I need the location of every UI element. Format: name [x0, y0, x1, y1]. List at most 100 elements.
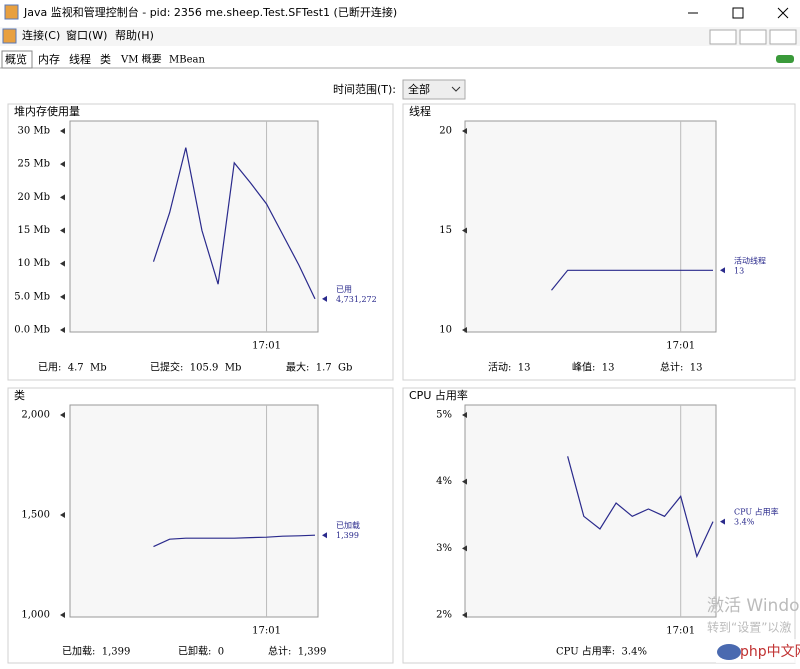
- legend-name: 已用: [336, 285, 352, 294]
- chart-title: 堆内存使用量: [14, 104, 80, 118]
- y-tick: [60, 260, 65, 267]
- tab-active[interactable]: [1, 50, 33, 69]
- inner-close[interactable]: [769, 29, 797, 45]
- legend-value: 13: [734, 266, 744, 275]
- y-tick: [60, 512, 65, 518]
- logo-mark: [717, 644, 741, 660]
- y-tick: [60, 612, 65, 618]
- y-tick: [60, 293, 65, 300]
- chart-title: 类: [14, 388, 25, 402]
- x-tick-label: 17:01: [252, 341, 281, 352]
- footer-stat: 活动: 13: [488, 362, 530, 374]
- y-tick-label: 1,500: [21, 510, 50, 521]
- legend-arrow: [322, 295, 327, 302]
- legend-value: 4,731,272: [336, 295, 377, 304]
- x-tick-label: 17:01: [666, 341, 695, 352]
- y-tick-label: 25 Mb: [17, 159, 50, 170]
- legend-name: 活动线程: [734, 255, 766, 265]
- series-line: [551, 269, 713, 291]
- legend-arrow: [720, 518, 725, 525]
- inner-minimize[interactable]: [709, 29, 737, 45]
- footer-stat: 已加载: 1,399: [62, 646, 130, 658]
- panel: [402, 103, 796, 381]
- footer-stat: 最大: 1.7 Gb: [286, 361, 352, 374]
- tab[interactable]: 概览: [5, 52, 27, 66]
- y-tick: [60, 327, 65, 333]
- panel: [7, 103, 394, 381]
- footer-stat: 已卸载: 0: [178, 645, 224, 658]
- legend-name: CPU 占用率: [734, 507, 779, 517]
- y-tick: [60, 128, 65, 134]
- y-tick-label: 15: [439, 225, 452, 236]
- connection-icon: [776, 55, 794, 63]
- y-tick-label: 30 Mb: [17, 126, 50, 137]
- menu-item[interactable]: 帮助(H): [115, 28, 154, 42]
- y-tick-label: 2,000: [21, 410, 50, 421]
- legend-value: 1,399: [336, 531, 359, 540]
- legend-arrow: [322, 532, 327, 539]
- chart-title: 线程: [409, 104, 431, 118]
- y-tick-label: 4%: [436, 476, 452, 487]
- inner-restore[interactable]: [739, 29, 767, 45]
- chart-title: CPU 占用率: [409, 388, 468, 402]
- y-tick-label: 2%: [436, 610, 452, 621]
- y-tick-label: 1,000: [21, 610, 50, 621]
- watermark: 激活 Windo: [707, 596, 800, 616]
- y-tick: [60, 227, 65, 234]
- tab[interactable]: 线程: [69, 52, 91, 66]
- y-tick: [462, 545, 467, 552]
- panel: [7, 387, 394, 664]
- y-tick: [60, 412, 65, 418]
- y-tick: [462, 612, 467, 618]
- y-tick: [60, 161, 65, 168]
- footer-stat: 已提交: 105.9 Mb: [150, 361, 241, 374]
- x-tick-label: 17:01: [252, 626, 281, 637]
- y-tick-label: 10: [439, 325, 452, 336]
- y-tick-label: 3%: [436, 543, 452, 554]
- time-range-value[interactable]: 全部: [408, 82, 430, 96]
- y-tick: [462, 128, 467, 134]
- time-range-label: 时间范围(T):: [333, 82, 396, 96]
- menu-item[interactable]: 连接(C): [22, 29, 60, 42]
- series-line: [153, 534, 316, 548]
- y-tick-label: 20: [439, 126, 452, 137]
- logo: php中文网: [740, 644, 800, 660]
- y-tick: [462, 327, 467, 333]
- panel: [402, 387, 796, 664]
- y-tick: [462, 227, 467, 234]
- menu-icon: [2, 28, 17, 44]
- legend-arrow: [720, 267, 725, 274]
- tab[interactable]: VM 概要: [120, 53, 162, 66]
- tab[interactable]: 类: [100, 52, 111, 66]
- plot-area: [69, 404, 319, 618]
- series-line: [152, 147, 316, 300]
- menu-item[interactable]: 窗口(W): [66, 28, 107, 42]
- menu-bar: [0, 27, 800, 46]
- maximize-button[interactable]: [732, 7, 744, 19]
- y-tick-label: 0.0 Mb: [14, 325, 50, 336]
- series-line: [567, 456, 714, 559]
- footer-stat: 峰值: 13: [572, 361, 614, 374]
- footer-stat: 总计: 1,399: [268, 645, 326, 658]
- y-tick: [462, 478, 467, 485]
- footer-stat: CPU 占用率: 3.4%: [556, 645, 647, 658]
- y-tick-label: 5%: [436, 410, 452, 421]
- app-icon: [4, 4, 19, 20]
- footer-stat: 总计: 13: [660, 361, 702, 374]
- y-tick-label: 5.0 Mb: [14, 291, 50, 302]
- legend-name: 已加载: [336, 520, 360, 530]
- close-button[interactable]: [777, 7, 789, 19]
- select-arrow: [451, 86, 461, 92]
- y-tick-label: 20 Mb: [17, 192, 50, 203]
- y-tick-label: 15 Mb: [17, 225, 50, 236]
- x-tick-label: 17:01: [666, 626, 695, 637]
- window-title: Java 监视和管理控制台 - pid: 2356 me.sheep.Test.…: [23, 5, 397, 19]
- plot-area: [69, 120, 319, 333]
- legend-value: 3.4%: [734, 518, 755, 527]
- time-range-select[interactable]: [402, 79, 466, 100]
- y-tick-label: 10 Mb: [17, 258, 50, 269]
- tab[interactable]: 内存: [38, 52, 60, 66]
- tab[interactable]: MBean: [169, 55, 205, 66]
- y-tick: [462, 412, 467, 418]
